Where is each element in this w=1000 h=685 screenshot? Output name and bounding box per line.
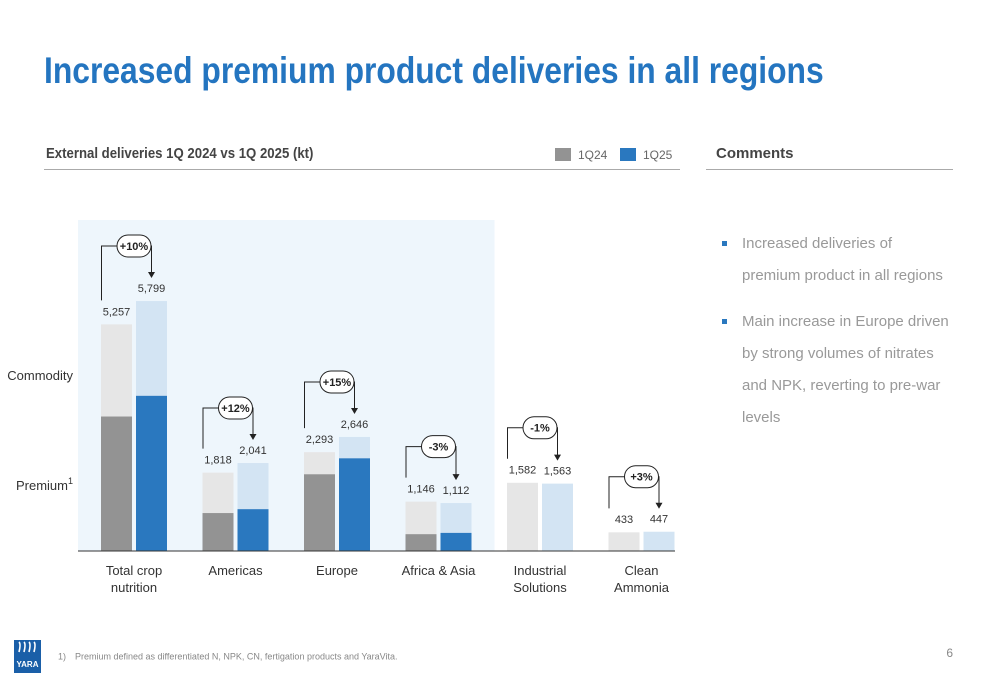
y-label-sup: 1 (68, 476, 73, 486)
x-tick-label: Europe (316, 563, 358, 578)
y-label: Premium1 (16, 476, 73, 493)
bar-total (507, 482, 538, 551)
value-label: 1,818 (204, 455, 232, 467)
change-indicator: +15% (304, 370, 358, 429)
value-label: 447 (650, 514, 668, 526)
change-arrowhead (554, 454, 561, 461)
change-bracket (608, 476, 625, 509)
change-bracket (101, 245, 117, 301)
x-tick-label: Clean Ammonia (614, 563, 669, 595)
bar-total (542, 483, 573, 551)
change-label: -3% (429, 442, 449, 454)
bar-total (608, 532, 640, 551)
footnote-marker: 1) (58, 651, 66, 661)
value-label: 2,041 (239, 445, 267, 457)
bar-premium (440, 532, 472, 551)
comment: Main increase in Europe driven by strong… (722, 306, 952, 434)
change-label: +15% (323, 377, 352, 389)
change-bubble (624, 465, 659, 489)
bar-premium (101, 416, 132, 551)
y-label-text: Commodity (7, 368, 73, 383)
legend-swatch (555, 148, 571, 161)
bar-premium (237, 509, 269, 551)
change-indicator: +12% (202, 396, 257, 449)
logo-box (14, 640, 41, 673)
change-bracket (507, 427, 523, 459)
y-label-text: Premium (16, 478, 68, 493)
legend-swatch (620, 148, 636, 161)
comments-header: Comments (716, 145, 794, 162)
change-bracket (252, 407, 254, 436)
bar-premium (405, 534, 437, 551)
change-bracket (354, 381, 355, 409)
change-indicator: +10% (101, 234, 155, 301)
change-bubble (421, 435, 456, 459)
value-label: 1,563 (544, 466, 572, 478)
value-label: 2,293 (306, 434, 334, 446)
bar-premium (304, 474, 335, 551)
footnote: Premium defined as differentiated N, NPK… (75, 651, 398, 661)
change-arrowhead (351, 407, 358, 414)
x-tick-label: Total crop nutrition (105, 563, 163, 595)
change-label: +12% (221, 403, 250, 415)
x-tick-label: Americas (208, 563, 263, 578)
bar-premium (202, 513, 234, 551)
page-number: 6 (946, 646, 953, 660)
change-arrowhead (452, 474, 460, 481)
change-bubble (116, 234, 152, 258)
change-bracket (658, 476, 660, 504)
logo-icon (18, 641, 36, 653)
value-label: 2,646 (341, 419, 369, 431)
change-bracket (405, 446, 422, 478)
slide-title: Increased premium product deliveries in … (44, 51, 824, 92)
change-arrowhead (249, 434, 257, 441)
change-bracket (202, 407, 219, 449)
x-tick-label: Africa & Asia (401, 563, 476, 578)
value-label: 1,112 (443, 485, 470, 497)
comment: Increased deliveries of premium product … (722, 228, 952, 292)
bar-premium (136, 395, 167, 551)
value-label: 5,257 (103, 306, 131, 318)
change-indicator: +3% (608, 465, 663, 509)
change-indicator: -3% (405, 435, 460, 481)
logo-text: YARA (17, 660, 39, 669)
change-label: +3% (630, 472, 653, 484)
chart-title: External deliveries 1Q 2024 vs 1Q 2025 (… (46, 144, 313, 161)
x-tick-label: Industrial Solutions (513, 563, 567, 595)
change-bracket (304, 381, 320, 429)
change-label: +10% (120, 241, 149, 253)
change-bracket (455, 446, 457, 476)
bar-premium (339, 458, 370, 551)
change-bubble (522, 416, 558, 440)
change-bracket (557, 427, 558, 456)
change-bubble (319, 370, 355, 394)
value-label: 1,146 (407, 484, 435, 496)
bar-total (643, 531, 675, 551)
change-arrowhead (655, 502, 663, 509)
change-bubble (218, 396, 253, 420)
comments: Increased deliveries of premium product … (722, 228, 952, 448)
value-label: 433 (615, 514, 633, 526)
change-bracket (151, 245, 152, 274)
legend-label: 1Q25 (643, 148, 673, 162)
value-label: 5,799 (138, 283, 166, 295)
legend-label: 1Q24 (578, 148, 608, 162)
y-label: Commodity (7, 368, 73, 383)
value-label: 1,582 (509, 465, 537, 477)
change-indicator: -1% (507, 416, 561, 461)
change-arrowhead (148, 272, 155, 279)
change-label: -1% (530, 423, 550, 435)
